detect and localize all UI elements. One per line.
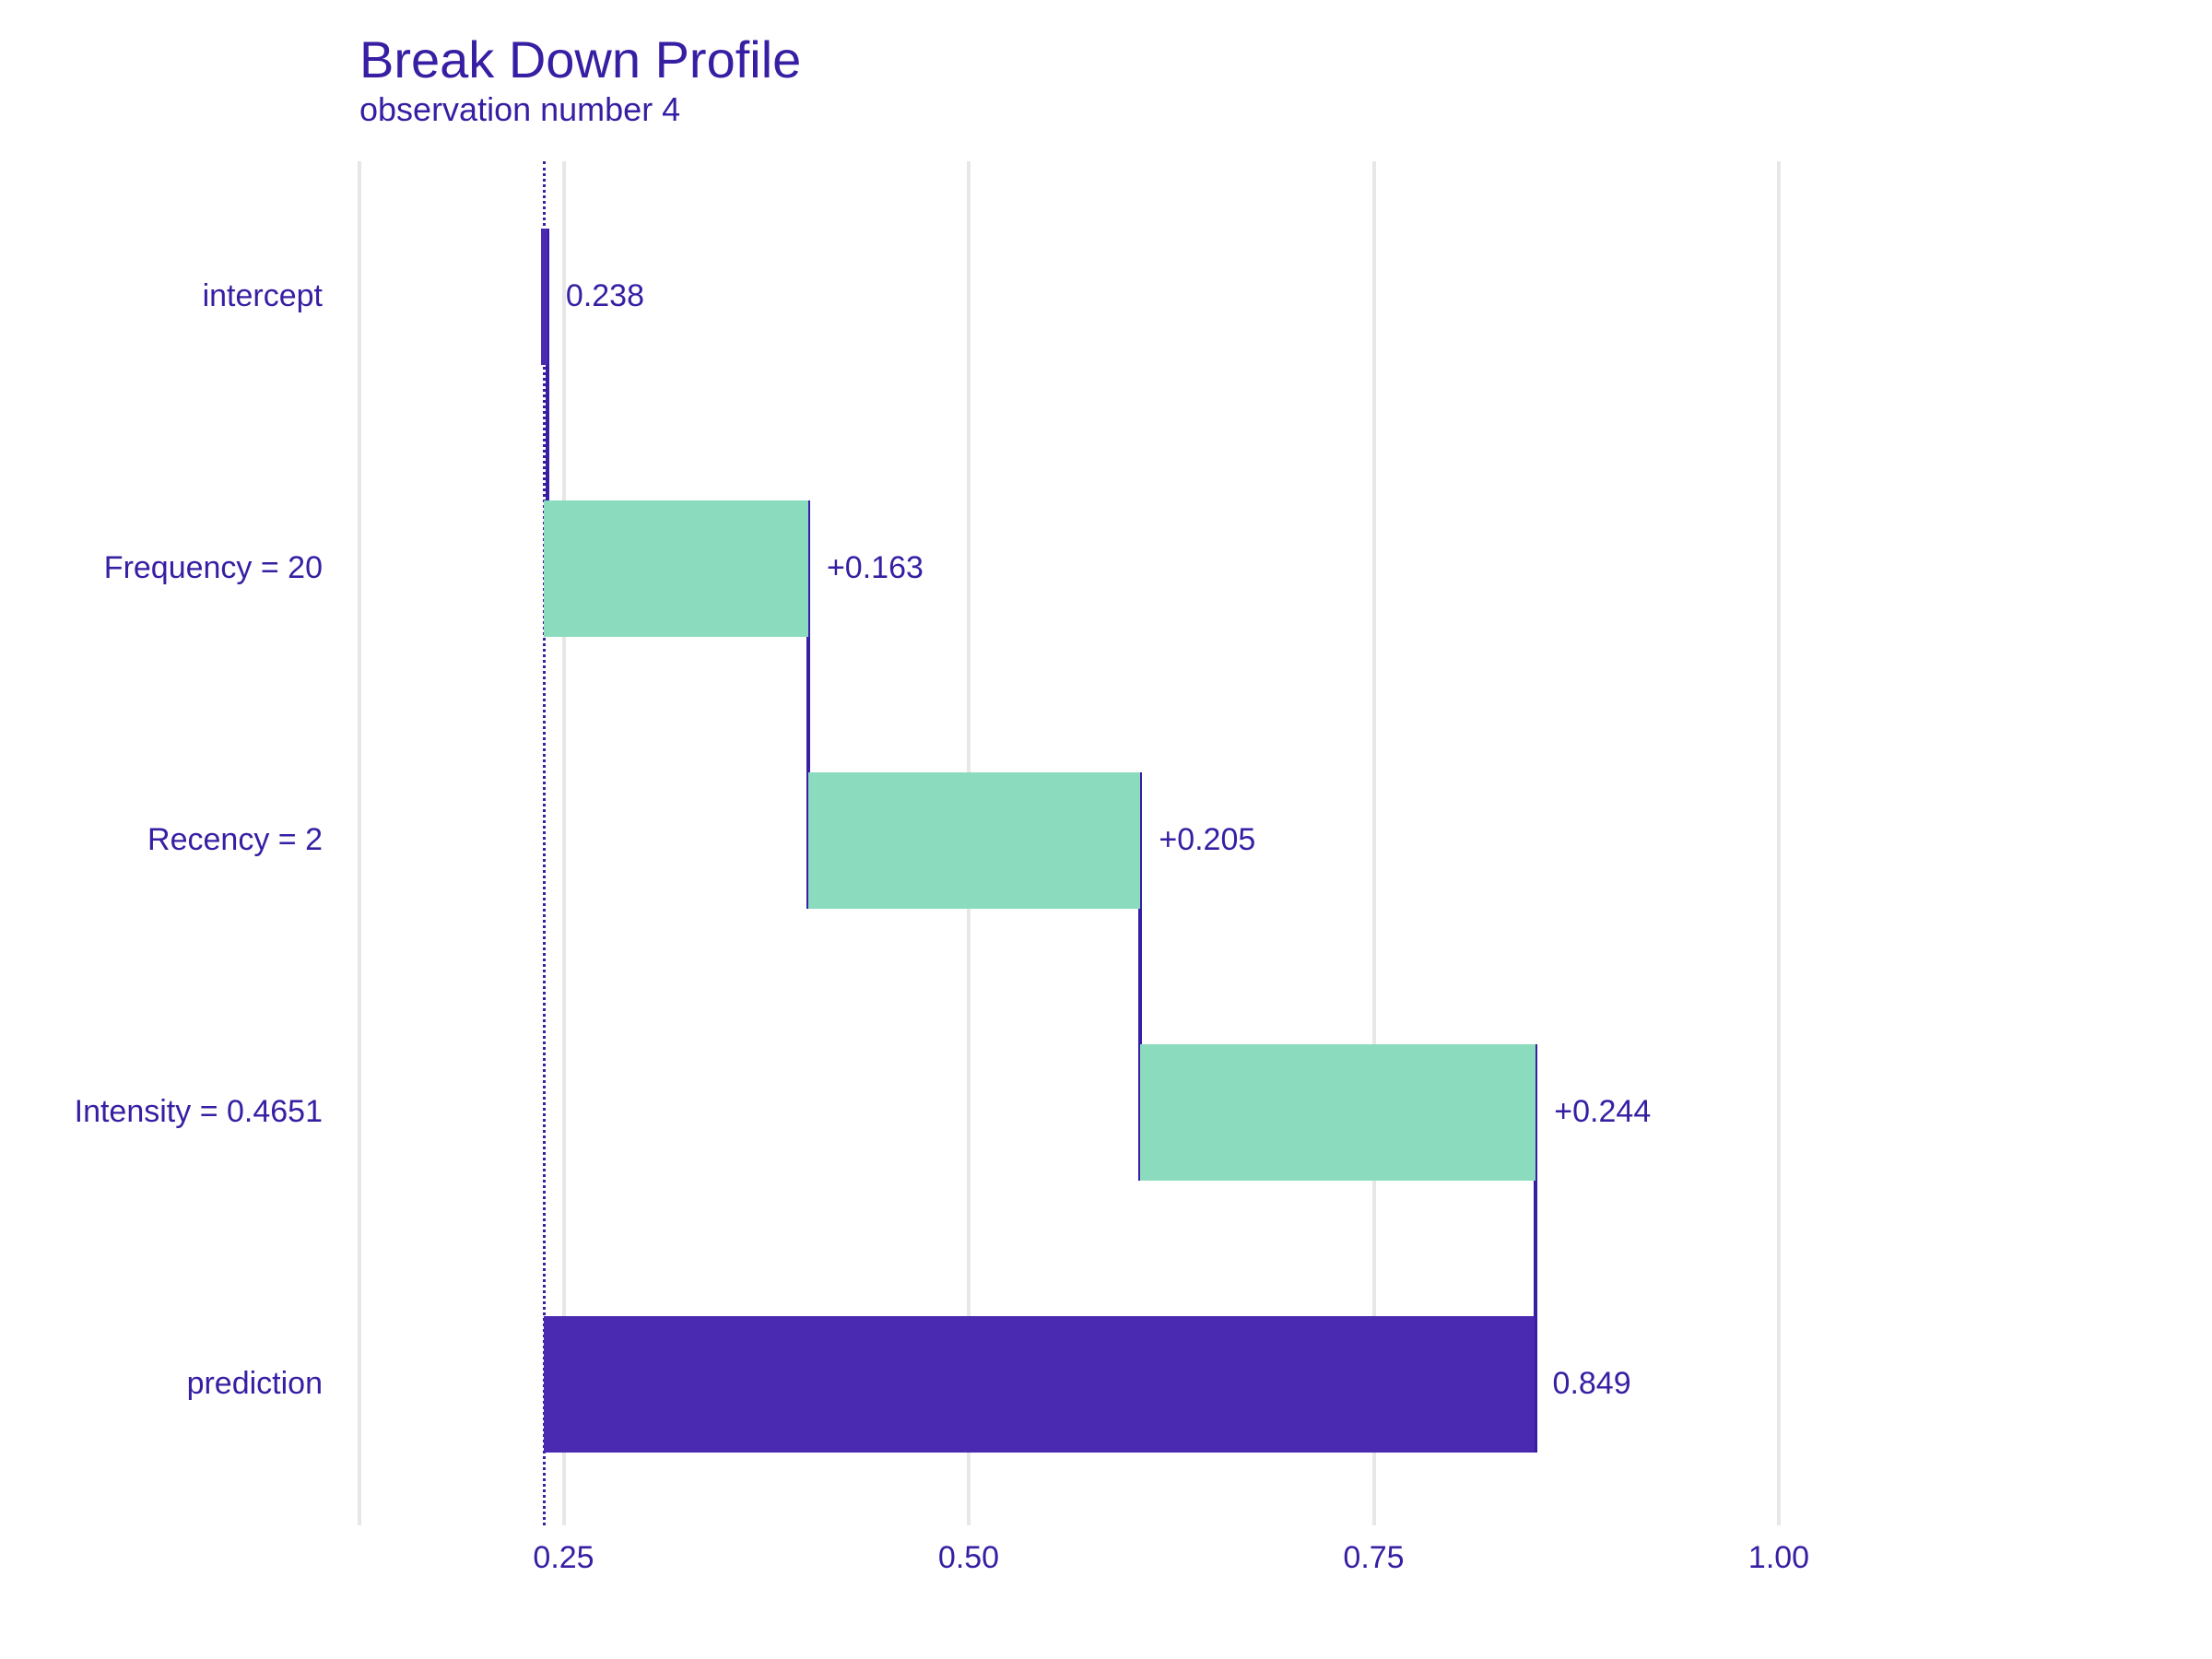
contribution-bar <box>544 1316 1534 1453</box>
contribution-bar <box>541 229 547 365</box>
contribution-bar <box>1140 1044 1535 1181</box>
value-label: +0.205 <box>1159 822 1255 858</box>
x-tick-label: 0.50 <box>938 1540 999 1576</box>
breakdown-chart: Break Down Profile observation number 4 … <box>0 0 2212 1659</box>
value-label: +0.163 <box>827 550 924 586</box>
gridline <box>1777 161 1781 1525</box>
contribution-bar <box>544 500 808 637</box>
value-label: 0.849 <box>1553 1366 1631 1402</box>
x-tick-label: 1.00 <box>1748 1540 1809 1576</box>
chart-subtitle: observation number 4 <box>359 90 680 129</box>
row-label: Recency = 2 <box>0 822 323 858</box>
value-label: +0.244 <box>1554 1094 1651 1130</box>
plot-area: 0.250.500.751.00intercept0.238Frequency … <box>359 161 1779 1525</box>
row-label: prediction <box>0 1366 323 1402</box>
row-label: Intensity = 0.4651 <box>0 1094 323 1130</box>
row-label: intercept <box>0 278 323 314</box>
x-tick-label: 0.25 <box>533 1540 594 1576</box>
x-tick-label: 0.75 <box>1343 1540 1404 1576</box>
gridline <box>358 161 361 1525</box>
chart-title: Break Down Profile <box>359 29 801 89</box>
value-label: 0.238 <box>566 278 644 314</box>
contribution-bar <box>808 772 1140 909</box>
row-label: Frequency = 20 <box>0 550 323 586</box>
